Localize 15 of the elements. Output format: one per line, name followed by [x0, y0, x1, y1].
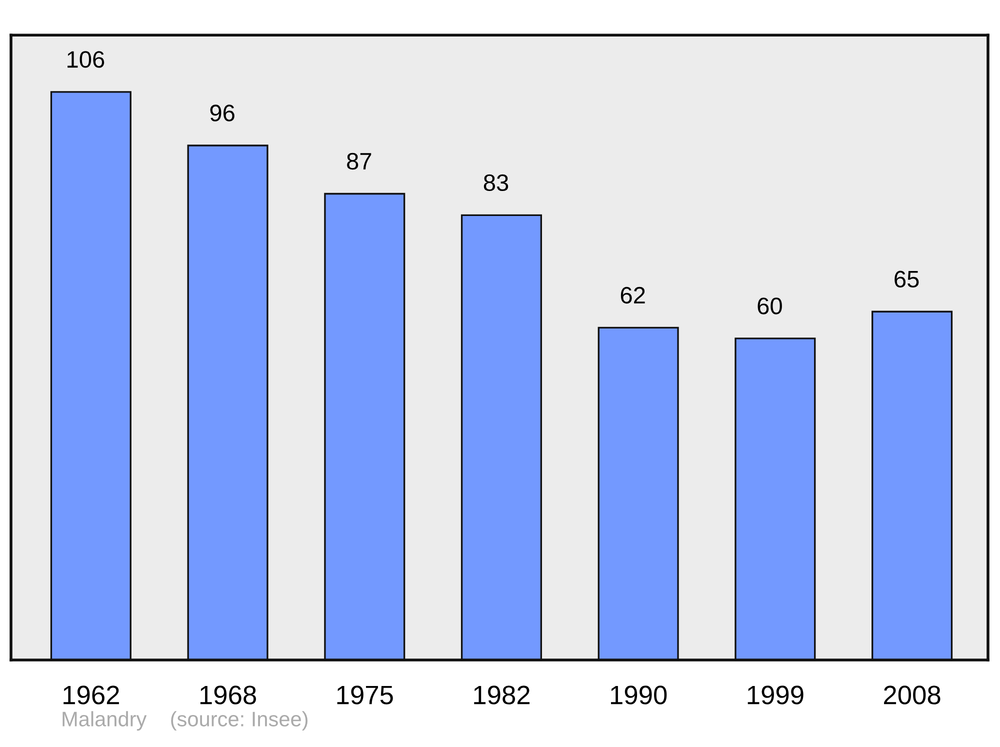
x-tick-label: 1975: [337, 686, 393, 704]
data-label: 65: [894, 270, 919, 288]
x-tick-label: 1962: [64, 686, 119, 704]
data-label: 60: [758, 298, 782, 314]
x-tick-label: 1968: [200, 686, 256, 704]
data-label: 83: [484, 174, 508, 192]
data-label: 87: [347, 152, 372, 170]
text: Malandry (source: Insee): [62, 711, 308, 731]
x-tick-label: 1982: [474, 686, 530, 704]
data-label: 62: [620, 286, 645, 304]
x-tick-label: 2008: [884, 686, 940, 704]
data-label: 106: [68, 51, 104, 68]
x-tick-label: 1999: [748, 686, 804, 704]
data-label: 96: [210, 104, 234, 122]
x-tick-label: 1990: [611, 686, 667, 704]
